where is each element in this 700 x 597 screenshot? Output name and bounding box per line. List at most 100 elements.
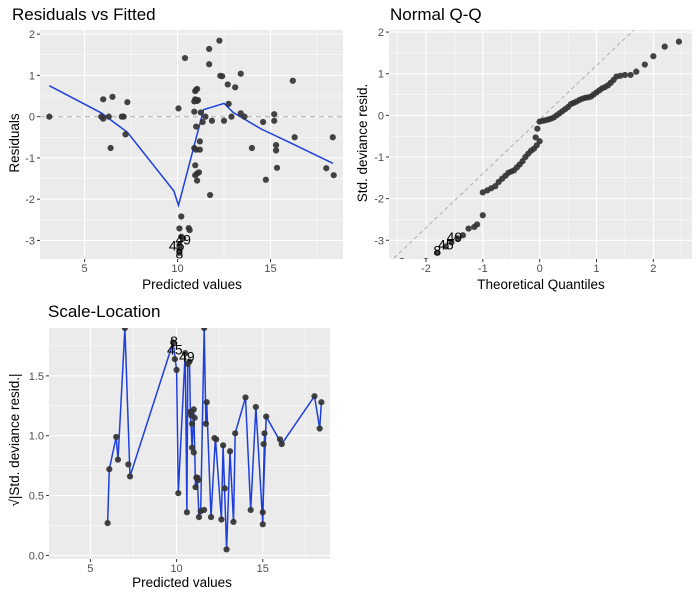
data-point <box>105 113 112 120</box>
data-point <box>100 96 107 103</box>
data-point <box>434 249 441 256</box>
data-point <box>220 117 228 124</box>
data-point <box>125 461 132 468</box>
data-point <box>113 433 120 441</box>
data-point <box>207 514 215 521</box>
data-point <box>329 134 336 141</box>
data-point <box>191 108 198 115</box>
data-point <box>271 111 278 118</box>
data-point <box>206 45 213 53</box>
data-point <box>107 144 114 152</box>
data-point <box>216 37 223 44</box>
data-point <box>195 476 202 484</box>
y-tick-label: 0.0 <box>29 550 44 562</box>
x-tick-label: 5 <box>87 563 93 575</box>
data-point <box>192 162 199 169</box>
data-point <box>181 54 189 62</box>
x-tick-label: 15 <box>257 563 269 575</box>
data-point <box>121 328 128 332</box>
data-point <box>260 440 267 448</box>
data-point <box>122 131 129 138</box>
data-point <box>459 232 467 239</box>
data-point <box>536 138 543 145</box>
data-point <box>323 165 330 172</box>
residuals-vs-fitted-panel: Residuals vs Fitted Predicted values Res… <box>7 5 343 292</box>
data-point <box>621 71 629 79</box>
data-point <box>454 235 461 242</box>
data-point <box>124 99 131 106</box>
data-point <box>633 68 640 75</box>
data-point <box>171 356 178 363</box>
panel-title: Scale-Location <box>48 302 160 321</box>
point-label: 49 <box>179 349 195 365</box>
data-point <box>263 413 270 420</box>
data-point <box>311 393 318 400</box>
connecting-line <box>106 328 323 550</box>
data-point <box>278 440 285 448</box>
data-point <box>192 484 199 491</box>
data-point <box>190 406 197 413</box>
point-label: 8 <box>176 246 184 262</box>
data-point <box>104 519 111 527</box>
data-point <box>126 473 134 480</box>
data-point <box>252 403 259 411</box>
y-tick-label: 1 <box>29 70 35 82</box>
y-tick-label: -3 <box>374 235 384 247</box>
y-tick-label: -2 <box>25 194 35 206</box>
data-point <box>221 485 228 492</box>
data-point <box>225 100 232 107</box>
data-point <box>474 221 481 228</box>
data-point <box>261 430 268 437</box>
data-point <box>226 448 234 455</box>
data-point <box>248 144 256 152</box>
data-point <box>120 113 127 120</box>
data-point <box>182 350 189 357</box>
data-point <box>191 414 198 421</box>
data-point <box>193 177 201 184</box>
data-point <box>448 239 455 246</box>
x-tick-label: -1 <box>478 263 488 275</box>
y-tick-label: 0.5 <box>29 491 44 503</box>
y-tick-label: -2 <box>374 194 384 206</box>
data-point <box>188 444 196 451</box>
data-point <box>197 109 204 116</box>
data-point <box>176 225 183 232</box>
data-point <box>423 257 429 259</box>
data-point <box>237 70 244 77</box>
data-point <box>170 339 177 346</box>
data-point <box>232 430 239 437</box>
data-point <box>223 546 230 553</box>
plot-background <box>389 30 692 259</box>
data-point <box>232 84 239 91</box>
data-point <box>259 118 267 126</box>
data-point <box>291 134 298 141</box>
data-point <box>272 142 280 149</box>
data-point <box>316 425 323 432</box>
data-point <box>173 366 180 373</box>
data-point <box>199 118 206 126</box>
data-point <box>230 518 237 525</box>
y-tick-label: -1 <box>374 152 384 164</box>
data-point <box>208 117 216 124</box>
smooth-trend-line <box>48 85 334 209</box>
y-tick-label: 2 <box>378 27 384 39</box>
data-point <box>201 506 208 514</box>
y-tick-label: 1 <box>378 69 384 81</box>
data-point <box>106 466 113 473</box>
point-label: 49 <box>175 232 191 248</box>
point-label: 8 <box>433 243 441 259</box>
plot-background <box>40 30 343 259</box>
data-point <box>675 38 683 45</box>
data-point <box>273 164 281 171</box>
y-tick-label: 1.0 <box>29 431 44 443</box>
data-point <box>465 225 472 232</box>
data-point <box>193 123 200 130</box>
point-label: 8 <box>170 333 178 349</box>
data-point <box>183 509 191 516</box>
data-point <box>661 43 668 50</box>
x-tick-label: 5 <box>82 263 88 275</box>
data-point <box>247 506 254 514</box>
y-tick-label: -3 <box>25 235 35 247</box>
